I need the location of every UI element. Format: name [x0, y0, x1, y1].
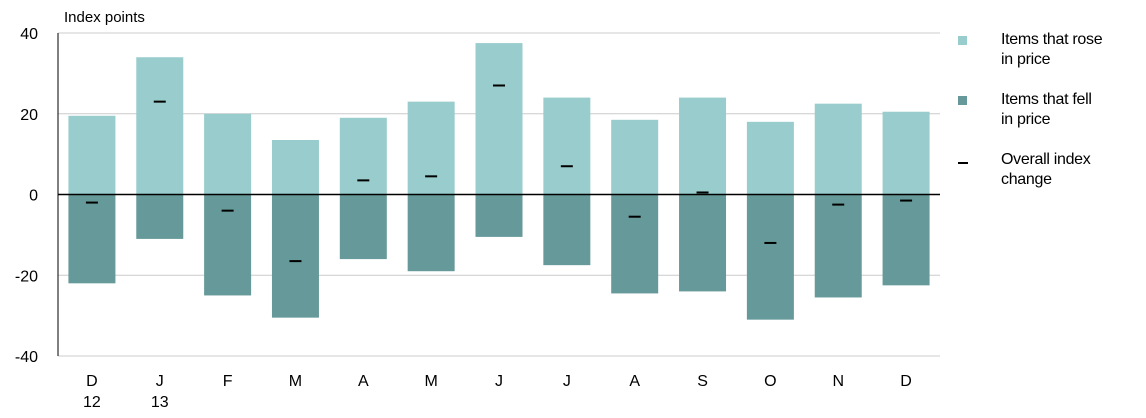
x-tick-label-line: J	[563, 373, 571, 390]
bar-fell	[543, 194, 591, 266]
x-tick-label: N	[832, 373, 844, 390]
bar-rose	[814, 103, 862, 195]
bar-rose	[407, 101, 455, 195]
legend-swatch-fell	[958, 96, 967, 105]
x-tick-labels: D 12 J 13 F M A M J J A S O N D	[83, 373, 912, 411]
bar-rose	[204, 113, 252, 195]
overall-markers	[85, 84, 913, 263]
legend-label-rose: Items that rose in price	[1001, 30, 1103, 70]
bar-rose	[68, 115, 116, 195]
x-tick-label-line: A	[629, 373, 640, 390]
legend-label-rose-line2: in price	[1001, 51, 1051, 68]
legend-item-overall: Overall index change	[958, 150, 1143, 210]
bar-fell	[68, 194, 116, 284]
x-tick-label: M	[424, 373, 437, 390]
x-tick-label-line: O	[764, 373, 776, 390]
legend-label-fell-line1: Items that fell	[1001, 91, 1092, 108]
legend-item-fell: Items that fell in price	[958, 90, 1143, 150]
legend-item-rose: Items that rose in price	[958, 30, 1143, 90]
bar-rose	[882, 111, 930, 195]
x-tick-label: D 12	[83, 373, 101, 411]
legend-marker-overall	[958, 162, 968, 164]
y-tick-labels: 40 20 0 -20 -40	[15, 26, 38, 366]
x-tick-label-line: D	[900, 373, 912, 390]
bar-rose	[679, 97, 727, 195]
x-tick-label: A	[358, 373, 369, 390]
legend-swatch-rose	[958, 36, 967, 45]
x-tick-label: D	[900, 373, 912, 390]
y-axis-title: Index points	[64, 9, 145, 26]
bar-rose	[611, 119, 659, 195]
bar-rose	[136, 57, 184, 195]
y-tick-label: 40	[20, 26, 38, 43]
x-tick-label-line: A	[358, 373, 369, 390]
x-tick-label: O	[764, 373, 776, 390]
bar-rose	[746, 121, 794, 195]
legend-label-rose-line1: Items that rose	[1001, 31, 1103, 48]
y-tick-label: 0	[29, 188, 38, 205]
bar-rose	[543, 97, 591, 195]
x-tick-label-line: J	[156, 373, 164, 390]
legend-label-overall-line2: change	[1001, 171, 1052, 188]
x-tick-label: S	[697, 373, 708, 390]
bar-fell	[271, 194, 319, 318]
bar-fell	[814, 194, 862, 298]
bar-fell	[746, 194, 794, 320]
x-tick-label-line: J	[495, 373, 503, 390]
x-tick-label-line: N	[832, 373, 844, 390]
legend-label-overall: Overall index change	[1001, 150, 1091, 190]
x-tick-label-line: F	[223, 373, 233, 390]
x-tick-label: F	[223, 373, 233, 390]
bar-rose	[339, 117, 387, 195]
x-tick-label-line: 12	[83, 394, 101, 411]
x-tick-label: J	[495, 373, 503, 390]
x-tick-label-line: M	[289, 373, 302, 390]
y-tick-label: -40	[15, 349, 38, 366]
bar-fell	[475, 194, 523, 237]
x-tick-label: A	[629, 373, 640, 390]
x-tick-label: M	[289, 373, 302, 390]
x-tick-label-line: 13	[151, 394, 169, 411]
legend-label-fell-line2: in price	[1001, 111, 1051, 128]
bar-fell	[679, 194, 727, 292]
bar-fell	[882, 194, 930, 286]
bar-fell	[407, 194, 455, 272]
bar-rose	[475, 43, 523, 195]
x-tick-label-line: D	[86, 373, 98, 390]
x-tick-label: J 13	[151, 373, 169, 411]
bar-fell	[339, 194, 387, 260]
bar-fell	[611, 194, 659, 294]
bars	[68, 43, 930, 320]
bar-fell	[136, 194, 184, 239]
y-tick-label: 20	[20, 107, 38, 124]
bar-fell	[204, 194, 252, 296]
y-tick-label: -20	[15, 268, 38, 285]
bar-rose	[271, 139, 319, 195]
chart: Index points 40 20 0 -20 -40 D 12 J 13 F M A M J J A S O…	[15, 9, 940, 411]
x-tick-label: J	[563, 373, 571, 390]
legend-label-fell: Items that fell in price	[1001, 90, 1092, 130]
legend: Items that rose in price Items that fell…	[958, 30, 1143, 210]
x-tick-label-line: M	[424, 373, 437, 390]
x-tick-label-line: S	[697, 373, 708, 390]
legend-label-overall-line1: Overall index	[1001, 151, 1091, 168]
